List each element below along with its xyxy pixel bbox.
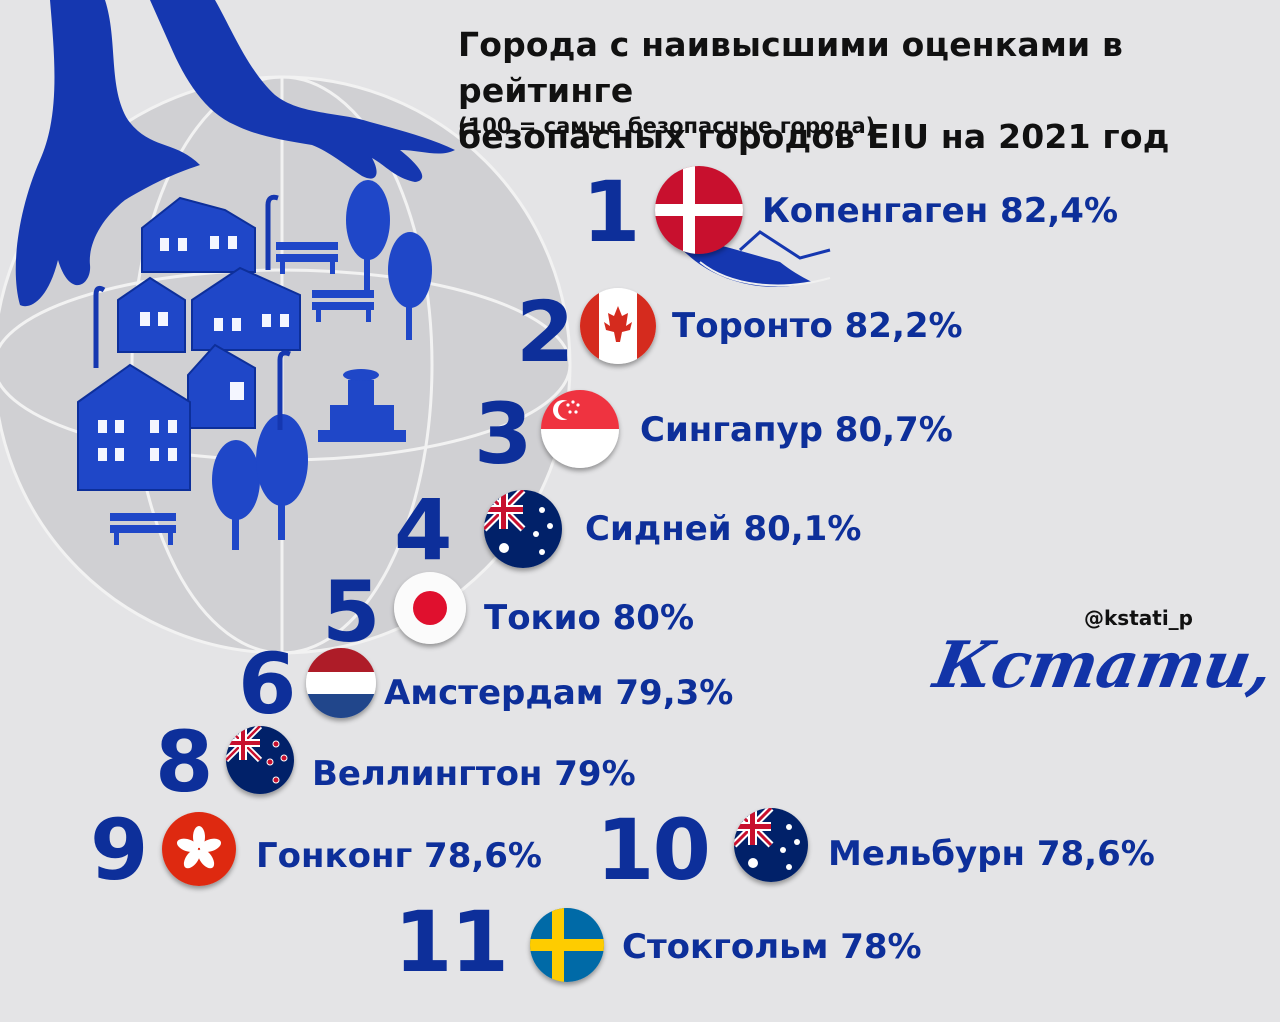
rank-number: 10 bbox=[596, 801, 711, 899]
city-label: Амстердам 79,3% bbox=[384, 673, 734, 713]
rank-number: 5 bbox=[322, 563, 380, 661]
city-label: Токио 80% bbox=[484, 598, 695, 638]
trees-icon bbox=[212, 180, 432, 550]
rank-number: 11 bbox=[394, 893, 509, 991]
hong-kong-flag-icon bbox=[162, 812, 236, 886]
rank-number: 4 bbox=[394, 481, 452, 579]
rank-number: 6 bbox=[238, 635, 296, 733]
australia-flag-icon bbox=[734, 808, 808, 882]
canada-flag-icon bbox=[580, 288, 656, 364]
fountain-icon bbox=[318, 369, 406, 442]
benches-icon bbox=[110, 242, 374, 545]
title-line-1: Города с наивысшими оценками в рейтинге bbox=[458, 25, 1124, 110]
rank-number: 8 bbox=[155, 713, 213, 811]
street-lamps-icon bbox=[93, 194, 291, 430]
city-label: Сингапур 80,7% bbox=[640, 410, 953, 450]
houses-icon bbox=[77, 196, 301, 491]
city-label: Гонконг 78,6% bbox=[256, 836, 542, 876]
city-label: Стокгольм 78% bbox=[622, 927, 922, 967]
hands-icon bbox=[15, 0, 455, 307]
australia-flag-icon bbox=[484, 490, 562, 568]
rank-number: 2 bbox=[516, 283, 574, 381]
windows-icon bbox=[98, 236, 289, 461]
city-label: Сидней 80,1% bbox=[585, 509, 862, 549]
subtitle: (100 = самые безопасные города) bbox=[458, 114, 876, 138]
city-label: Мельбурн 78,6% bbox=[828, 834, 1155, 874]
title-line-2: безопасных городов EIU на 2021 год bbox=[458, 117, 1170, 156]
rank-number: 3 bbox=[474, 385, 532, 483]
sweden-flag-icon bbox=[530, 908, 604, 982]
city-label: Копенгаген 82,4% bbox=[762, 191, 1119, 231]
denmark-flag-icon bbox=[655, 166, 743, 254]
city-label: Торонто 82,2% bbox=[672, 306, 963, 346]
japan-flag-icon bbox=[394, 572, 466, 644]
social-handle: @kstati_p bbox=[1084, 606, 1193, 630]
singapore-flag-icon bbox=[541, 390, 619, 468]
rank-number: 1 bbox=[582, 163, 640, 261]
new-zealand-flag-icon bbox=[226, 726, 294, 794]
brand-logo: Кстати, bbox=[928, 628, 1278, 703]
page-title: Города с наивысшими оценками в рейтинге … bbox=[458, 22, 1280, 160]
rank-number: 9 bbox=[90, 801, 148, 899]
netherlands-flag-icon bbox=[306, 648, 376, 718]
city-label: Веллингтон 79% bbox=[312, 754, 636, 794]
